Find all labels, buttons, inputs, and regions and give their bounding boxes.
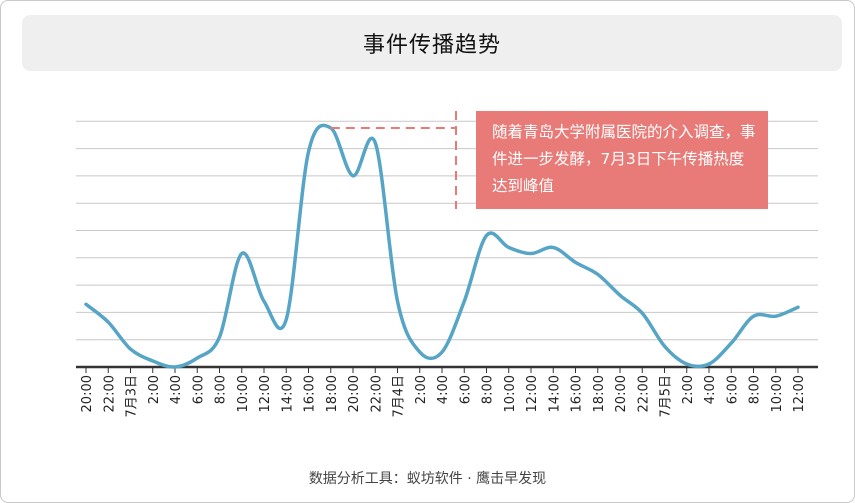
x-tick-label: 2:00: [414, 375, 429, 404]
x-tick-label: 8:00: [748, 375, 763, 404]
x-tick-label: 8:00: [481, 375, 496, 404]
x-tick-label: 18:00: [592, 375, 607, 412]
x-tick-label: 12:00: [258, 375, 273, 412]
series-line: [84, 123, 800, 369]
x-tick-label: 4:00: [436, 375, 451, 404]
x-tick-label: 7月4日: [392, 375, 407, 418]
x-tick-label: 7月5日: [659, 375, 674, 418]
x-tick-label: 16:00: [570, 375, 585, 412]
x-tick-label: 6:00: [458, 375, 473, 404]
x-tick-label: 10:00: [503, 375, 518, 412]
x-tick-label: 22:00: [102, 375, 117, 412]
annotation-callout: 随着青岛大学附属医院的介入调查，事件进一步发酵，7月3日下午传播热度达到峰值: [476, 111, 768, 209]
x-tick-label: 8:00: [214, 375, 229, 404]
x-tick-label: 12:00: [525, 375, 540, 412]
x-tick-label: 12:00: [792, 375, 807, 412]
x-tick-label: 20:00: [80, 375, 95, 412]
x-tick-label: 16:00: [303, 375, 318, 412]
x-tick-label: 7月3日: [125, 375, 140, 418]
x-tick-label: 14:00: [547, 375, 562, 412]
x-tick-label: 20:00: [614, 375, 629, 412]
x-tick-label: 22:00: [369, 375, 384, 412]
x-tick-label: 4:00: [703, 375, 718, 404]
x-tick-label: 4:00: [169, 375, 184, 404]
x-tick-label: 6:00: [191, 375, 206, 404]
x-tick-label: 2:00: [147, 375, 162, 404]
chart-title: 事件传播趋势: [362, 33, 501, 58]
x-tick-label: 10:00: [770, 375, 785, 412]
title-bar: 事件传播趋势: [22, 15, 842, 71]
x-tick-label: 2:00: [681, 375, 696, 404]
x-tick-label: 6:00: [725, 375, 740, 404]
source-footer: 数据分析工具：蚁坊软件 · 鹰击早发现: [308, 471, 547, 487]
x-tick-label: 22:00: [636, 375, 651, 412]
x-tick-label: 14:00: [280, 375, 295, 412]
x-tick-label: 10:00: [236, 375, 251, 412]
x-tick-label: 18:00: [325, 375, 340, 412]
annotation-text: 随着青岛大学附属医院的介入调查，事件进一步发酵，7月3日下午传播热度达到峰值: [492, 123, 756, 195]
x-tick-label: 20:00: [347, 375, 362, 412]
